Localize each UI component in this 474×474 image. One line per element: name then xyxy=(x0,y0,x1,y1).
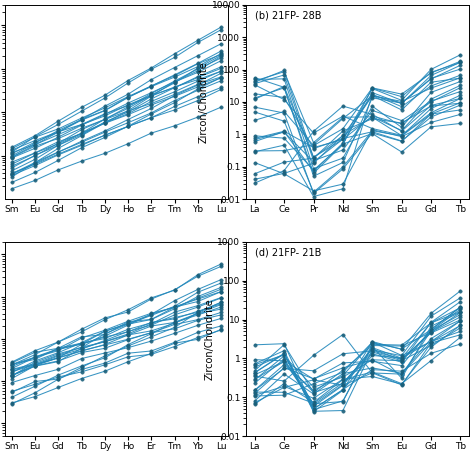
Text: (d) 21FP- 21B: (d) 21FP- 21B xyxy=(255,247,321,257)
Y-axis label: Zircon/Chondrite: Zircon/Chondrite xyxy=(199,61,209,143)
Text: (b) 21FP- 28B: (b) 21FP- 28B xyxy=(255,10,321,20)
Y-axis label: Zircon/Chondrite: Zircon/Chondrite xyxy=(205,298,215,380)
